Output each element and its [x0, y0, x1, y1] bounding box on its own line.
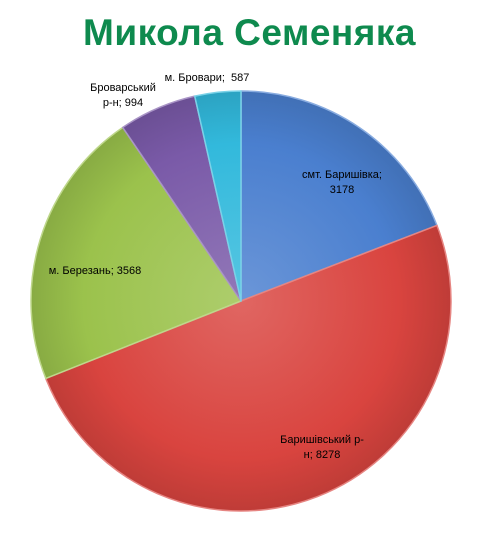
pie-slice-3 — [30, 126, 242, 380]
slice-label-4: Броварський р-н; 994 — [90, 82, 156, 109]
chart-title: Микола Семеняка — [83, 12, 416, 53]
slice-label-3: м. Березань; 3568 — [49, 265, 142, 277]
slice-label-1: смт. Баришівка; 3178 — [302, 169, 382, 196]
slice-label-2: Баришівський р-н; 8278 — [280, 434, 364, 461]
pie-slice-1 — [240, 90, 438, 302]
slice-label-5: м. Бровари; 587 — [165, 72, 250, 84]
pie-slice-5 — [193, 90, 242, 302]
pie-slice-2 — [45, 224, 452, 512]
